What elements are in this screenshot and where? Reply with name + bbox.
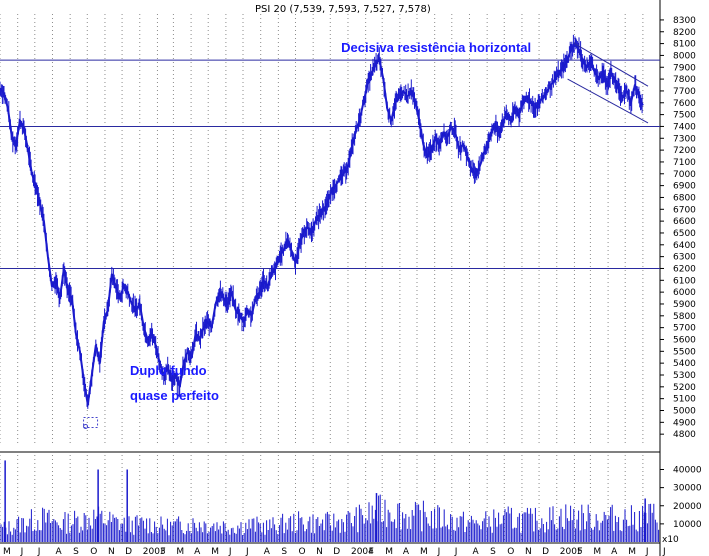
- volume-bars: [0, 460, 660, 542]
- x-tick-label: D: [125, 547, 132, 556]
- price-tick-label: 6400: [673, 241, 696, 251]
- x-tick-label: J: [228, 547, 232, 556]
- price-tick-label: 5000: [673, 406, 696, 416]
- price-tick-label: 5300: [673, 371, 696, 381]
- x-tick-label: A: [264, 547, 271, 556]
- price-tick-label: 8200: [673, 28, 696, 38]
- price-tick-label: 8000: [673, 51, 696, 61]
- channel-line: [567, 78, 649, 124]
- x-tick-label: M: [211, 547, 219, 556]
- x-tick-label: N: [108, 547, 115, 556]
- x-tick-label: M: [593, 547, 601, 556]
- x-tick-label: J: [245, 547, 249, 556]
- price-tick-label: 6500: [673, 229, 696, 239]
- x-tick-label: J: [645, 547, 649, 556]
- price-tick-label: 6100: [673, 276, 696, 286]
- price-tick-label: 5700: [673, 324, 696, 334]
- price-tick-label: 5800: [673, 312, 696, 322]
- x-tick-label: S: [73, 547, 79, 556]
- price-tick-label: 6700: [673, 205, 696, 215]
- annotation-text: quase perfeito: [130, 388, 219, 403]
- channel-line: [574, 43, 649, 87]
- price-series: [0, 34, 644, 409]
- volume-multiplier-label: x10: [662, 535, 679, 545]
- x-tick-label: D: [333, 547, 340, 556]
- cursor-lens: [83, 424, 89, 430]
- price-tick-label: 5200: [673, 383, 696, 393]
- horizontal-levels: [0, 59, 660, 269]
- x-tick-label: O: [90, 547, 97, 556]
- price-tick-label: 7500: [673, 111, 696, 121]
- x-tick-label: S: [281, 547, 287, 556]
- price-tick-label: 8100: [673, 40, 696, 50]
- x-tick-label: J: [437, 547, 441, 556]
- x-tick-label: M: [628, 547, 636, 556]
- x-tick-label: A: [194, 547, 201, 556]
- price-tick-label: 6900: [673, 182, 696, 192]
- volume-tick-label: 30000: [673, 484, 702, 494]
- price-tick-label: 7600: [673, 99, 696, 109]
- x-tick-label: D: [542, 547, 549, 556]
- price-tick-label: 6000: [673, 288, 696, 298]
- price-tick-label: 6800: [673, 193, 696, 203]
- price-tick-label: 8300: [673, 16, 696, 26]
- x-tick-label: 2005: [560, 547, 583, 556]
- x-tick-label: A: [55, 547, 62, 556]
- x-tick-label: F: [160, 547, 165, 556]
- grid: [0, 0, 661, 556]
- price-tick-label: 6600: [673, 217, 696, 227]
- price-tick-label: 7000: [673, 170, 696, 180]
- annotation-text: Decisiva resistência horizontal: [341, 40, 531, 55]
- cursor-icon: [83, 417, 99, 430]
- price-tick-label: 7400: [673, 122, 696, 132]
- price-tick-label: 7100: [673, 158, 696, 168]
- volume-tick-label: 10000: [673, 520, 702, 530]
- price-tick-label: 5500: [673, 347, 696, 357]
- annotations: Decisiva resistência horizontal Duplo fun…: [130, 40, 531, 403]
- price-tick-label: 7800: [673, 75, 696, 85]
- x-tick-label: J: [454, 547, 458, 556]
- x-tick-label: 2003: [143, 547, 166, 556]
- x-tick-label: O: [298, 547, 305, 556]
- x-tick-label: M: [176, 547, 184, 556]
- price-tick-label: 5100: [673, 395, 696, 405]
- price-tick-label: 4900: [673, 418, 696, 428]
- x-tick-label: N: [316, 547, 323, 556]
- annotation-text: Duplo fundo: [130, 363, 207, 378]
- price-tick-label: 5600: [673, 335, 696, 345]
- volume-tick-label: 40000: [673, 466, 702, 476]
- cursor-box: [83, 417, 99, 429]
- x-tick-label: J: [20, 547, 24, 556]
- volume-axis: 40000 30000 20000 10000 x10: [660, 466, 702, 545]
- x-tick-label: N: [525, 547, 532, 556]
- price-tick-label: 7200: [673, 146, 696, 156]
- price-channel: [567, 43, 649, 124]
- price-tick-label: 6200: [673, 264, 696, 274]
- x-tick-label: J: [662, 547, 666, 556]
- x-tick-label: 2004: [351, 547, 374, 556]
- price-tick-label: 7900: [673, 63, 696, 73]
- x-tick-label: M: [3, 547, 11, 556]
- x-tick-label: A: [403, 547, 410, 556]
- price-tick-label: 6300: [673, 253, 696, 263]
- x-tick-label: O: [507, 547, 514, 556]
- x-tick-label: M: [420, 547, 428, 556]
- x-tick-label: A: [611, 547, 618, 556]
- x-tick-label: F: [369, 547, 374, 556]
- price-tick-label: 5900: [673, 300, 696, 310]
- price-tick-label: 4800: [673, 430, 696, 440]
- chart-title: PSI 20 (7,539, 7,593, 7,527, 7,578): [255, 4, 431, 15]
- x-tick-label: A: [472, 547, 479, 556]
- volume-tick-label: 20000: [673, 502, 702, 512]
- price-tick-label: 5400: [673, 359, 696, 369]
- price-tick-label: 7700: [673, 87, 696, 97]
- x-tick-label: J: [37, 547, 41, 556]
- x-tick-label: M: [385, 547, 393, 556]
- price-tick-label: 7300: [673, 134, 696, 144]
- x-tick-label: F: [577, 547, 582, 556]
- x-tick-label: S: [490, 547, 496, 556]
